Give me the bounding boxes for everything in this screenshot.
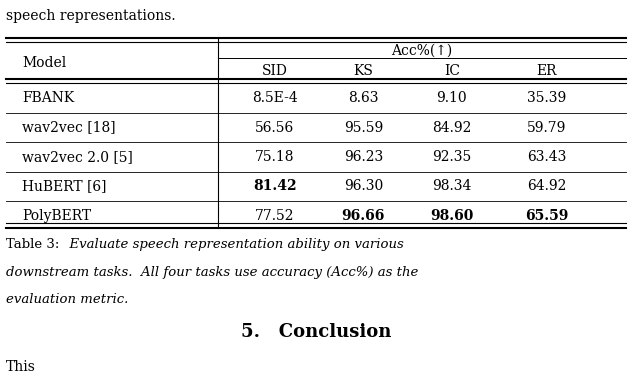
Text: 8.63: 8.63 [348, 91, 379, 105]
Text: 77.52: 77.52 [255, 209, 295, 223]
Text: FBANK: FBANK [22, 91, 75, 105]
Text: 59.79: 59.79 [527, 120, 566, 135]
Text: This: This [6, 361, 36, 374]
Text: 84.92: 84.92 [432, 120, 471, 135]
Text: SID: SID [262, 64, 288, 78]
Text: IC: IC [444, 64, 460, 78]
Text: Acc%(↑): Acc%(↑) [391, 43, 453, 57]
Text: speech representations.: speech representations. [6, 9, 176, 23]
Text: 65.59: 65.59 [525, 209, 568, 223]
Text: 98.60: 98.60 [430, 209, 473, 223]
Text: 96.30: 96.30 [344, 179, 383, 193]
Text: evaluation metric.: evaluation metric. [6, 294, 129, 306]
Text: 35.39: 35.39 [527, 91, 566, 105]
Text: 5.   Conclusion: 5. Conclusion [241, 323, 391, 341]
Text: Evaluate speech representation ability on various: Evaluate speech representation ability o… [61, 238, 404, 251]
Text: 9.10: 9.10 [437, 91, 467, 105]
Text: 64.92: 64.92 [527, 179, 566, 193]
Text: wav2vec 2.0 [5]: wav2vec 2.0 [5] [22, 150, 133, 164]
Text: 92.35: 92.35 [432, 150, 471, 164]
Text: downstream tasks.  All four tasks use accuracy (Acc%) as the: downstream tasks. All four tasks use acc… [6, 266, 418, 279]
Text: ER: ER [537, 64, 557, 78]
Text: 75.18: 75.18 [255, 150, 295, 164]
Text: 98.34: 98.34 [432, 179, 471, 193]
Text: KS: KS [353, 64, 374, 78]
Text: 81.42: 81.42 [253, 179, 297, 193]
Text: 63.43: 63.43 [527, 150, 566, 164]
Text: PolyBERT: PolyBERT [22, 209, 91, 223]
Text: 8.5E-4: 8.5E-4 [252, 91, 298, 105]
Text: 96.23: 96.23 [344, 150, 383, 164]
Text: Table 3:: Table 3: [6, 238, 59, 251]
Text: 95.59: 95.59 [344, 120, 383, 135]
Text: HuBERT [6]: HuBERT [6] [22, 179, 107, 193]
Text: 56.56: 56.56 [255, 120, 295, 135]
Text: wav2vec [18]: wav2vec [18] [22, 120, 116, 135]
Text: Model: Model [22, 56, 66, 70]
Text: 96.66: 96.66 [342, 209, 385, 223]
